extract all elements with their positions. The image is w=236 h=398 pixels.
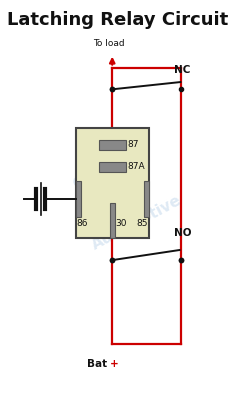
Bar (99, 140, 126, 150)
Text: To load: To load (93, 39, 124, 48)
Text: 87: 87 (128, 140, 139, 149)
Text: 85: 85 (136, 219, 148, 228)
Text: Latching Relay Circuit: Latching Relay Circuit (7, 12, 229, 29)
Bar (110, 203, 115, 238)
Bar (144, 181, 149, 217)
Text: NO: NO (174, 228, 191, 238)
Text: NC: NC (174, 65, 190, 75)
Bar (76, 129, 149, 238)
Text: 86: 86 (77, 219, 88, 228)
Text: +: + (110, 359, 119, 369)
Text: Bat: Bat (87, 359, 110, 369)
Bar (76, 181, 80, 217)
Text: Automotive: Automotive (90, 193, 185, 252)
Text: 87A: 87A (128, 162, 145, 171)
Text: 30: 30 (116, 219, 127, 228)
Bar (99, 162, 126, 172)
Text: Go's: Go's (70, 156, 120, 195)
